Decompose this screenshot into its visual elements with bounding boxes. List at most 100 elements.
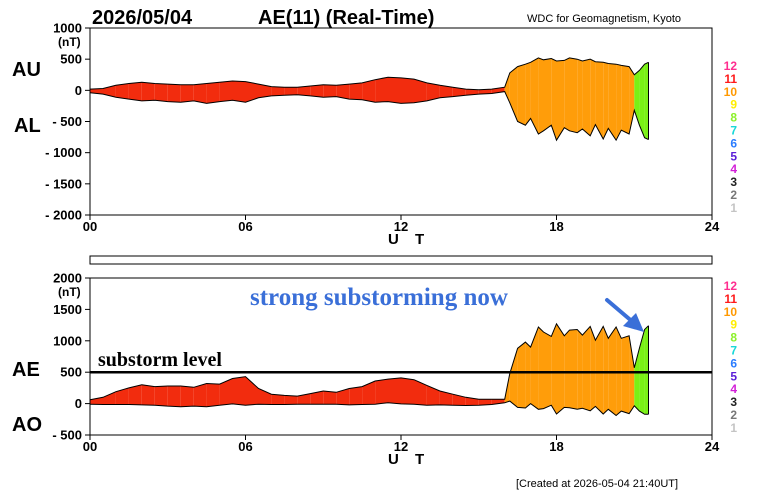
au-al-fill-segment [245, 81, 259, 103]
ae-ao-fill-segment [193, 383, 207, 407]
au-al-au-line [89, 57, 649, 91]
au-al-y-tick-label: 500 [60, 52, 82, 67]
ae-ao-activity-scale-4: 4 [730, 382, 737, 396]
ae-ao-fill-segment [297, 393, 311, 405]
au-al-fill-segment [167, 84, 181, 103]
ae-ao-fill-segment [569, 329, 578, 410]
activity-level-bar [89, 255, 713, 265]
ae-ao-activity-scale-11: 11 [724, 292, 737, 306]
ae-ao-activity-scale-2: 2 [730, 408, 737, 422]
ae-ao-x-tick-label: 06 [238, 439, 252, 454]
au-al-fill-segment [452, 87, 466, 97]
ae-ao-fill-segment [401, 377, 414, 405]
ae-ao-x-tick-label: 24 [705, 439, 720, 454]
au-al-fill-segment [629, 66, 635, 134]
au-al-fill-segment [258, 84, 272, 98]
ae-ao-y-tick-label: 1500 [53, 302, 82, 317]
au-al-fill-segment [323, 84, 337, 98]
ae-ao-fill-segment [90, 397, 103, 405]
au-al-fill-segment [634, 70, 640, 126]
au-al-fill-segment [310, 84, 324, 98]
date-label: 2026/05/04 [92, 7, 193, 29]
au-al-fill-segment [543, 58, 552, 131]
ae-ao-fill-segment [525, 342, 531, 408]
au-al-fill-segment [509, 66, 518, 122]
ae-ao-activity-scale-1: 1 [730, 421, 737, 435]
au-al-activity-scale-2: 2 [730, 188, 737, 202]
au-al-fill-segment [375, 77, 388, 103]
ae-ao-x-tick-label: 00 [83, 439, 97, 454]
au-al-fill-segment [401, 77, 414, 104]
au-al-activity-scale-7: 7 [730, 124, 737, 138]
ae-ao-ao-line [89, 400, 649, 417]
au-al-fill-segment [154, 83, 168, 102]
ae-ao-fill-segment [595, 326, 604, 414]
ae-ao-activity-scale-6: 6 [730, 356, 737, 370]
au-al-activity-scale-6: 6 [730, 136, 737, 150]
au-al-activity-scale-4: 4 [730, 162, 737, 176]
au-al-fill-segment [206, 82, 220, 104]
ae-ao-y-tick-label: - 500 [52, 428, 82, 443]
ae-ao-fill-segment [551, 323, 557, 414]
au-al-fill-segment [582, 59, 591, 136]
ae-ao-activity-scale-9: 9 [730, 318, 737, 332]
au-al-fill-segment [284, 87, 298, 96]
ae-ao-fill-segment [491, 399, 505, 405]
ae-ao-fill-segment [115, 387, 129, 405]
au-al-fill-segment [564, 57, 570, 131]
au-al-fill-segment [621, 65, 630, 134]
au-al-fill-segment [551, 58, 557, 141]
ae-ao-fill-segment [556, 323, 565, 414]
au-al-y-tick-label: - 1000 [45, 145, 82, 160]
ae-ao-fill-segment [644, 325, 649, 415]
au-al-y-tick-label: - 500 [52, 114, 82, 129]
au-al-x-tick-label: 12 [394, 219, 408, 234]
au-al-activity-scale-10: 10 [724, 85, 738, 99]
ae-ao-x-axis: 00 06 12 18 24 [83, 435, 720, 454]
au-al-activity-scale-9: 9 [730, 98, 737, 112]
au-al-fill-segment [180, 84, 194, 103]
au-al-fill-segment [530, 57, 539, 134]
au-al-activity-scale-3: 3 [730, 175, 737, 189]
ae-ao-fill-segment [245, 376, 259, 406]
ae-ao-activity-scale-10: 10 [724, 305, 738, 319]
au-al-fill-segment [232, 81, 246, 103]
ae-ao-fill-segment [141, 384, 155, 406]
now-arrow-shaft [605, 298, 636, 325]
au-al-y-tick-label: - 2000 [45, 208, 82, 223]
au-al-activity-scale-11: 11 [724, 72, 737, 86]
al-label: AL [14, 115, 41, 137]
ae-ao-activity-scale-7: 7 [730, 344, 737, 358]
au-al-x-tick-label: 00 [83, 219, 97, 234]
au-al-fill-segment [297, 86, 311, 96]
substorm-level-label: substorm level [98, 349, 222, 371]
ae-ao-fill-segment [426, 385, 440, 406]
au-al-fill-segment [219, 81, 233, 102]
au-al-fill-segment [538, 57, 544, 134]
ae-ao-fill-segment [219, 378, 233, 406]
ae-ao-fill-segment [517, 342, 526, 408]
ae-ao-fill-segment [167, 386, 181, 407]
ae-ao-fill-segment [271, 394, 285, 405]
au-al-x-axis: 00 06 12 18 24 [83, 215, 720, 234]
au-al-fill-segment [525, 62, 531, 126]
ae-ao-activity-scale-8: 8 [730, 331, 737, 345]
au-al-fill-segment [603, 62, 609, 139]
au-al-x-tick-label: 18 [549, 219, 563, 234]
ae-ao-fill-segment [323, 391, 337, 405]
ae-ao-fill-segment [284, 395, 298, 405]
ae-ao-x-tick-label: 12 [394, 439, 408, 454]
au-al-activity-scale-1: 1 [730, 201, 737, 215]
au-al-fill-segment [616, 64, 622, 141]
ae-ao-fill-segment [310, 391, 324, 405]
ae-ao-fill-segment [538, 327, 544, 410]
ae-ao-y-tick-label: 2000 [53, 271, 82, 286]
au-al-x-tick-label: 06 [238, 219, 252, 234]
ae-ao-fill-segment [478, 399, 492, 406]
chart-title: AE(11) (Real-Time) [258, 7, 434, 29]
au-al-x-axis-label: U T [388, 231, 430, 248]
